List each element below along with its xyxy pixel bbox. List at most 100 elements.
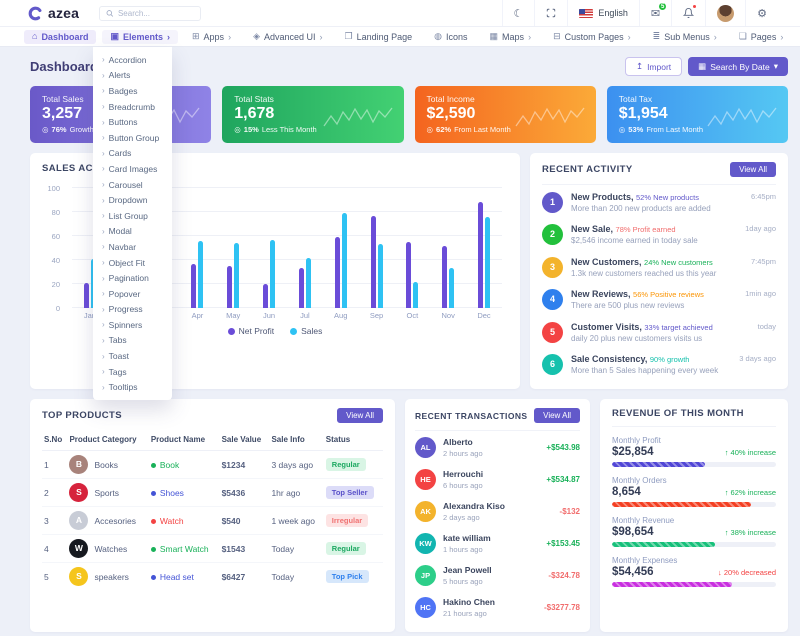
bar-group-oct[interactable]	[394, 188, 430, 308]
menu-item-toast[interactable]: › Toast	[102, 351, 129, 362]
activity-item[interactable]: 2 New Sale, 78% Profit earned $2,546 incom…	[542, 218, 776, 251]
nav-item-custom-pages[interactable]: ⊟ Custom Pages ›	[553, 31, 631, 42]
menu-item-alerts[interactable]: › Alerts	[102, 70, 131, 81]
column-header[interactable]: Product Category	[67, 429, 149, 451]
settings-button[interactable]: ⚙	[745, 0, 778, 26]
menu-item-object-fit[interactable]: › Object Fit	[102, 257, 146, 268]
column-header[interactable]: Status	[323, 429, 383, 451]
transaction-item[interactable]: AK Alexandra Kiso 2 days ago -$132	[415, 495, 580, 527]
nav-item-dashboard[interactable]: ⌂ Dashboard	[24, 29, 97, 44]
nav-item-icons[interactable]: ◍ Icons	[434, 31, 468, 42]
nav-item-pages[interactable]: ❏ Pages ›	[738, 31, 784, 42]
menu-item-modal[interactable]: › Modal	[102, 226, 132, 237]
bar-sales-apr[interactable]	[198, 240, 204, 308]
nav-item-landing-page[interactable]: ❐ Landing Page	[344, 31, 413, 42]
menu-item-spinners[interactable]: › Spinners	[102, 319, 143, 330]
bar-sales-jul[interactable]	[305, 257, 311, 308]
dark-mode-toggle[interactable]: ☾	[501, 0, 535, 26]
nav-item-maps[interactable]: ▦ Maps ›	[489, 31, 532, 42]
search-by-date-button[interactable]: ▦ Search By Date ▾	[688, 57, 788, 76]
bar-sales-aug[interactable]	[341, 213, 347, 308]
table-row[interactable]: 2 S Sports Shoes $5436 1hr ago Top Seller	[42, 478, 383, 507]
menu-item-popover[interactable]: › Popover	[102, 288, 141, 299]
nav-item-elements[interactable]: ▣ Elements ›	[102, 29, 178, 44]
transaction-item[interactable]: HE Herrouchi 6 hours ago +$534.87	[415, 463, 580, 495]
bar-group-sep[interactable]	[359, 188, 395, 308]
bar-net-profit-dec[interactable]	[478, 202, 484, 308]
legend-item-sales[interactable]: Sales	[290, 326, 322, 336]
menu-item-carousel[interactable]: › Carousel	[102, 179, 143, 190]
legend-item-net-profit[interactable]: Net Profit	[227, 326, 274, 336]
column-header[interactable]: Product Name	[148, 429, 220, 451]
language-selector[interactable]: English	[567, 0, 639, 26]
transaction-item[interactable]: AL Alberto 2 hours ago +$543.98	[415, 431, 580, 463]
activity-item[interactable]: 6 Sale Consistency, 90% growth More than 5…	[542, 348, 776, 381]
bar-sales-sep[interactable]	[377, 244, 383, 308]
activity-item[interactable]: 5 Customer Visits, 33% target achieved dai…	[542, 315, 776, 348]
bar-net-profit-may[interactable]	[227, 266, 233, 308]
menu-item-tabs[interactable]: › Tabs	[102, 335, 127, 346]
import-button[interactable]: ↥ Import	[624, 57, 683, 76]
bar-sales-oct[interactable]	[413, 281, 419, 308]
user-menu[interactable]	[705, 0, 745, 26]
activity-view-all-button[interactable]: View All	[730, 162, 776, 177]
nav-item-advanced-ui[interactable]: ◈ Advanced UI ›	[253, 31, 323, 42]
menu-item-buttons[interactable]: › Buttons	[102, 117, 138, 128]
bar-net-profit-jul[interactable]	[298, 268, 304, 308]
menu-item-button-group[interactable]: › Button Group	[102, 132, 160, 143]
menu-item-tooltips[interactable]: › Tooltips	[102, 382, 138, 393]
menu-item-navbar[interactable]: › Navbar	[102, 241, 137, 252]
column-header[interactable]: Sale Info	[269, 429, 324, 451]
bar-sales-jun[interactable]	[270, 239, 276, 308]
activity-item[interactable]: 4 New Reviews, 56% Positive reviews There …	[542, 283, 776, 316]
transaction-item[interactable]: KW kate william 1 hours ago +$153.45	[415, 527, 580, 559]
bar-net-profit-jan[interactable]	[83, 282, 89, 308]
menu-item-cards[interactable]: › Cards	[102, 148, 132, 159]
menu-item-accordion[interactable]: › Accordion	[102, 54, 147, 65]
menu-item-dropdown[interactable]: › Dropdown	[102, 195, 148, 206]
menu-item-card-images[interactable]: › Card Images	[102, 163, 158, 174]
bar-net-profit-nov[interactable]	[442, 245, 448, 308]
bar-group-apr[interactable]	[179, 188, 215, 308]
brand-logo[interactable]: azea	[28, 5, 79, 21]
bar-sales-nov[interactable]	[449, 268, 455, 308]
nav-item-apps[interactable]: ⊞ Apps ›	[192, 31, 232, 42]
search-input[interactable]	[117, 8, 195, 18]
menu-item-progress[interactable]: › Progress	[102, 304, 143, 315]
menu-item-pagination[interactable]: › Pagination	[102, 273, 149, 284]
nav-item-sub-menus[interactable]: ≣ Sub Menus ›	[652, 31, 717, 42]
activity-item[interactable]: 1 New Products, 52% New products More than…	[542, 185, 776, 218]
messages-button[interactable]: ✉ 5	[638, 0, 671, 26]
transaction-item[interactable]: JP Jean Powell 5 hours ago -$324.78	[415, 559, 580, 591]
table-row[interactable]: 4 W Watches Smart Watch $1543 Today Regular	[42, 534, 383, 563]
bar-sales-dec[interactable]	[485, 216, 491, 308]
notifications-button[interactable]	[671, 0, 705, 26]
bar-net-profit-jun[interactable]	[263, 284, 269, 308]
bar-group-nov[interactable]	[430, 188, 466, 308]
bar-net-profit-oct[interactable]	[406, 242, 412, 308]
bar-group-aug[interactable]	[323, 188, 359, 308]
global-search[interactable]	[99, 5, 202, 21]
bar-sales-may[interactable]	[234, 243, 240, 308]
transaction-item[interactable]: HC Hakino Chen 21 hours ago -$3277.78	[415, 591, 580, 623]
bar-net-profit-sep[interactable]	[370, 215, 376, 308]
bar-group-jul[interactable]	[287, 188, 323, 308]
bar-net-profit-apr[interactable]	[191, 263, 197, 308]
bar-group-jun[interactable]	[251, 188, 287, 308]
bar-group-dec[interactable]	[466, 188, 502, 308]
activity-item[interactable]: 3 New Customers, 24% New customers 1.3k ne…	[542, 250, 776, 283]
column-header[interactable]: S.No	[42, 429, 68, 451]
menu-item-list-group[interactable]: › List Group	[102, 210, 148, 221]
table-row[interactable]: 3 A Accesories Watch $540 1 week ago Irregular	[42, 506, 383, 535]
bar-net-profit-aug[interactable]	[334, 237, 340, 308]
menu-item-badges[interactable]: › Badges	[102, 85, 138, 96]
menu-item-tags[interactable]: › Tags	[102, 366, 127, 377]
products-view-all-button[interactable]: View All	[337, 408, 383, 423]
fullscreen-button[interactable]	[534, 0, 567, 26]
transactions-view-all-button[interactable]: View All	[534, 408, 580, 423]
bar-group-may[interactable]	[215, 188, 251, 308]
menu-item-breadcrumb[interactable]: › Breadcrumb	[102, 101, 155, 112]
table-row[interactable]: 1 B Books Book $1234 3 days ago Regular	[42, 450, 383, 479]
column-header[interactable]: Sale Value	[219, 429, 270, 451]
